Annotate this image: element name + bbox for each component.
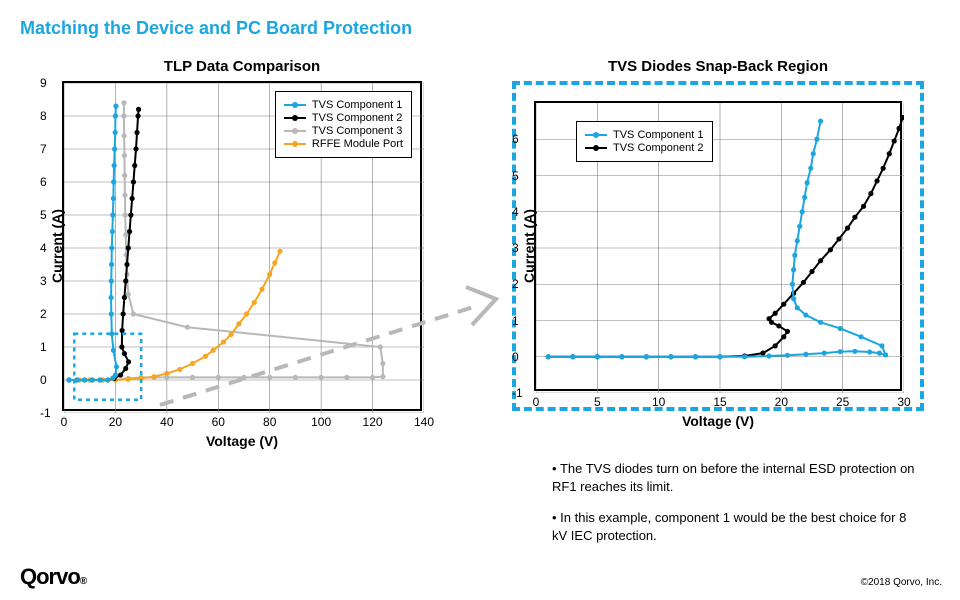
chart-tlp-title: TLP Data Comparison — [62, 58, 422, 75]
legend-item: TVS Component 3 — [284, 125, 403, 137]
bullet-item: • In this example, component 1 would be … — [552, 509, 922, 544]
chart-tlp-plot: Current (A) Voltage (V) 0204060801001201… — [62, 81, 422, 411]
chart-tlp-xlabel: Voltage (V) — [206, 433, 278, 449]
chart-snapback-ylabel: Current (A) — [521, 209, 537, 283]
page-title: Matching the Device and PC Board Protect… — [20, 18, 412, 39]
legend-item: TVS Component 1 — [585, 129, 704, 141]
chart-tlp-legend: TVS Component 1TVS Component 2TVS Compon… — [275, 91, 412, 158]
legend-item: TVS Component 2 — [284, 112, 403, 124]
legend-item: TVS Component 2 — [585, 142, 704, 154]
bullet-list: • The TVS diodes turn on before the inte… — [552, 460, 922, 558]
brand-logo: Qorvo® — [20, 564, 86, 590]
snapback-highlight-border: Current (A) Voltage (V) 051015202530-101… — [512, 81, 924, 411]
chart-snapback: TVS Diodes Snap-Back Region Current (A) … — [512, 58, 924, 411]
legend-item: RFFE Module Port — [284, 138, 403, 150]
chart-tlp-ylabel: Current (A) — [49, 209, 65, 283]
copyright: ©2018 Qorvo, Inc. — [861, 577, 942, 588]
chart-snapback-plot: Current (A) Voltage (V) 051015202530-101… — [534, 101, 902, 391]
chart-snapback-legend: TVS Component 1TVS Component 2 — [576, 121, 713, 162]
chart-snapback-title: TVS Diodes Snap-Back Region — [512, 58, 924, 75]
bullet-item: • The TVS diodes turn on before the inte… — [552, 460, 922, 495]
chart-tlp: TLP Data Comparison Current (A) Voltage … — [62, 58, 422, 411]
chart-snapback-xlabel: Voltage (V) — [682, 413, 754, 429]
legend-item: TVS Component 1 — [284, 99, 403, 111]
